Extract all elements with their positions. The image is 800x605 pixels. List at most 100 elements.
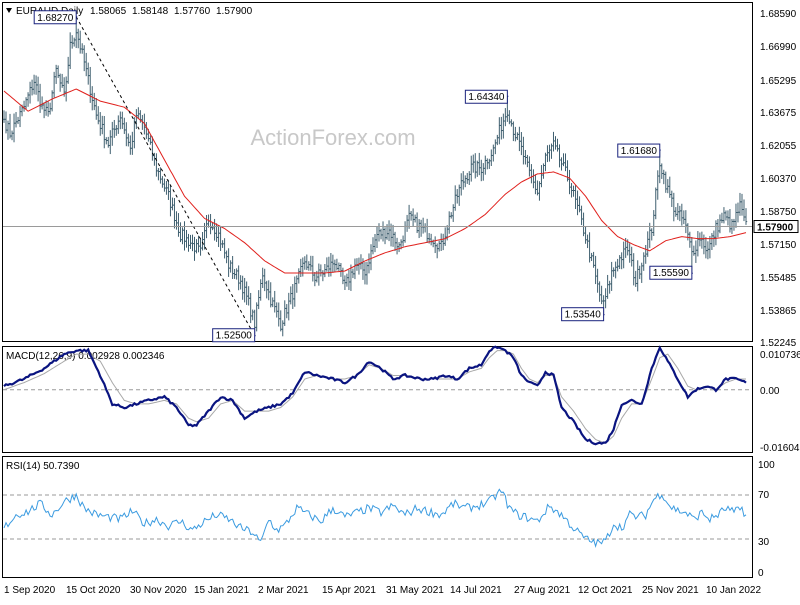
ohlc-bar	[93, 92, 96, 111]
ohlc-bar	[291, 283, 294, 309]
macd-pane-title: MACD(12,26,9) 0.002928 0.002346	[6, 351, 165, 362]
ohlc-bar	[239, 275, 242, 290]
ohlc-bar	[470, 155, 473, 182]
ohlc-bar	[460, 173, 463, 196]
ohlc-bar	[421, 217, 425, 234]
ohlc-close: 1.57900	[216, 6, 253, 17]
price-tick-label: 1.62055	[760, 141, 797, 152]
ohlc-bar	[419, 219, 423, 237]
ohlc-bar	[237, 265, 240, 291]
ohlc-bar	[209, 214, 212, 235]
ohlc-bar	[596, 268, 599, 293]
ohlc-bar	[642, 252, 645, 271]
ohlc-bar	[99, 112, 102, 136]
ohlc-bar	[684, 210, 688, 234]
ohlc-bar	[83, 45, 86, 72]
ohlc-bar	[608, 280, 611, 294]
ohlc-bar	[95, 97, 98, 120]
ohlc-bar	[650, 228, 653, 241]
ohlc-bar	[131, 131, 134, 155]
ohlc-bar	[193, 236, 196, 261]
ohlc-bar	[528, 156, 531, 177]
annotation-box	[617, 143, 661, 158]
price-tick-label: 1.52245	[760, 338, 797, 349]
ohlc-bar	[564, 153, 567, 172]
ohlc-bar	[223, 238, 226, 259]
ohlc-bar	[654, 187, 657, 220]
ohlc-bar	[546, 145, 549, 163]
x-tick-label: 31 May 2021	[386, 585, 444, 596]
ohlc-bar	[333, 259, 337, 273]
ohlc-bar	[672, 192, 676, 222]
ohlc-bar	[381, 221, 385, 242]
ohlc-bar	[425, 218, 429, 243]
rsi-tick-label: 30	[758, 537, 770, 548]
ohlc-bar	[628, 243, 631, 263]
ohlc-bar	[79, 30, 82, 54]
ohlc-bar	[251, 309, 254, 321]
price-tick-label: 1.68590	[760, 9, 797, 20]
ohlc-bar	[738, 192, 742, 216]
ohlc-bar	[568, 169, 571, 195]
x-axis: 1 Sep 2020 15 Oct 2020 30 Nov 2020 15 Ja…	[4, 585, 761, 596]
x-tick-label: 15 Jan 2021	[194, 585, 249, 596]
ohlc-bar	[464, 175, 467, 188]
ohlc-bar	[610, 261, 613, 291]
ohlc-bar	[289, 286, 292, 305]
ohlc-bar	[281, 320, 284, 337]
ohlc-bar	[540, 165, 543, 188]
x-tick-label: 1 Sep 2020	[4, 585, 56, 596]
ohlc-bar	[301, 257, 305, 277]
ohlc-bar	[620, 252, 623, 270]
ohlc-bar	[191, 234, 194, 252]
ohlc-bar	[297, 268, 300, 284]
ohlc-bar	[393, 231, 397, 251]
rsi-tick-label: 0	[758, 568, 764, 579]
ohlc-bar	[219, 226, 222, 251]
x-tick-label: 2 Mar 2021	[258, 585, 309, 596]
macd-signal-line	[3, 350, 746, 444]
ohlc-bar	[87, 62, 90, 85]
ohlc-bar	[38, 83, 42, 113]
ohlc-bar	[744, 208, 748, 225]
ohlc-bar	[127, 133, 130, 147]
ohlc-bar	[255, 302, 258, 332]
ohlc-bar	[309, 255, 313, 271]
macd-tick-label: 0.00	[760, 386, 780, 397]
collapse-triangle-icon[interactable]	[6, 8, 12, 13]
ohlc-bar	[383, 227, 387, 245]
ohlc-bar	[552, 131, 555, 152]
ohlc-bar	[173, 198, 176, 229]
ohlc-bar	[584, 226, 587, 244]
ohlc-bar	[594, 255, 597, 285]
trend-line	[75, 16, 256, 336]
ohlc-bar	[235, 268, 238, 280]
ohlc-bar	[227, 248, 230, 277]
ohlc-bar	[604, 288, 607, 309]
ohlc-bar	[500, 116, 503, 140]
annotation-label: 1.68270	[37, 13, 74, 24]
ohlc-bar	[634, 270, 637, 287]
ohlc-bar	[423, 223, 427, 233]
ohlc-bar	[271, 297, 274, 308]
price-tick-label: 1.63675	[760, 108, 797, 119]
current-price-label: 1.57900	[757, 223, 794, 234]
ohlc-bar	[526, 154, 529, 168]
ohlc-bar	[46, 101, 50, 117]
ohlc-bar	[630, 246, 633, 267]
macd-tick-label: -0.016046	[760, 443, 800, 454]
price-tick-label: 1.55485	[760, 273, 797, 284]
ohlc-bar	[317, 263, 321, 286]
ohlc-bar	[664, 171, 667, 193]
rsi-y-axis: 100 70 30 0	[758, 460, 775, 579]
ohlc-bar	[359, 254, 363, 270]
ohlc-bar	[97, 106, 100, 125]
ohlc-bar	[70, 35, 74, 49]
ohlc-bar	[365, 261, 369, 285]
ohlc-bar	[121, 111, 124, 129]
ohlc-bar	[89, 66, 92, 103]
ohlc-low: 1.57760	[174, 6, 211, 17]
ohlc-bar	[482, 163, 485, 181]
ohlc-bar	[439, 233, 443, 251]
